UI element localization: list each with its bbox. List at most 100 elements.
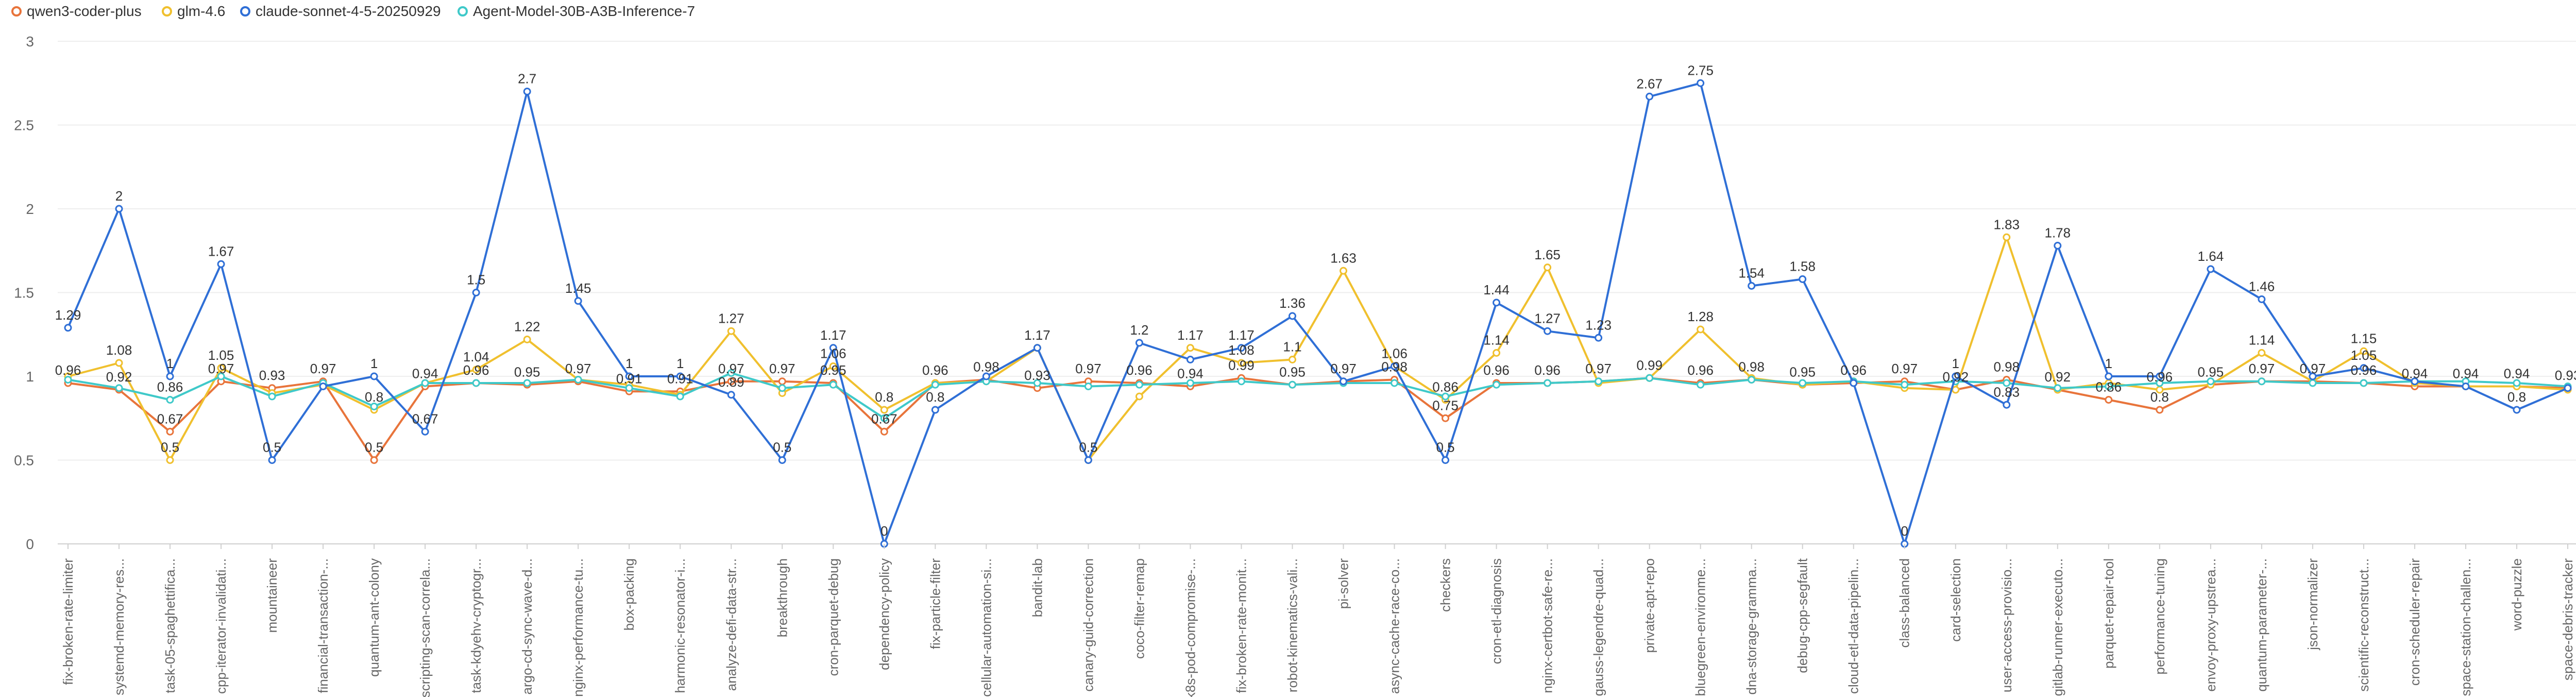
data-point[interactable] [64,376,72,384]
data-point[interactable] [982,372,990,380]
data-point[interactable] [1237,359,1245,367]
data-point[interactable] [1646,374,1654,382]
data-point[interactable] [2105,383,2113,390]
data-point[interactable] [370,456,378,464]
data-point[interactable] [1952,386,1960,394]
data-point[interactable] [1288,356,1296,363]
data-point[interactable] [2462,383,2470,390]
data-point[interactable] [931,406,939,414]
data-point[interactable] [1493,380,1501,389]
data-point[interactable] [778,384,786,392]
data-point[interactable] [1544,263,1552,272]
data-point[interactable] [115,359,123,367]
data-point[interactable] [1442,456,1450,464]
data-point[interactable] [166,456,174,464]
data-point[interactable] [625,384,633,392]
data-point[interactable] [2513,379,2521,387]
data-point[interactable] [2003,379,2011,387]
data-point[interactable] [2003,233,2011,241]
data-point[interactable] [2105,396,2113,404]
data-point[interactable] [1799,275,1807,283]
data-point[interactable] [727,369,735,377]
data-point[interactable] [1646,92,1654,101]
data-point[interactable] [64,324,72,332]
data-point[interactable] [166,396,174,404]
data-point[interactable] [1135,339,1143,347]
data-point[interactable] [829,380,837,389]
data-point[interactable] [1288,380,1296,389]
legend-item[interactable]: claude-sonnet-4-5-20250929 [240,3,441,19]
data-point[interactable] [676,372,684,380]
data-point[interactable] [1595,334,1603,342]
data-point[interactable] [1391,379,1399,387]
data-point[interactable] [217,372,225,380]
data-point[interactable] [2105,372,2113,380]
data-point[interactable] [2156,372,2164,380]
data-point[interactable] [115,384,123,392]
data-point[interactable] [574,297,582,305]
data-point[interactable] [1237,344,1245,352]
data-point[interactable] [2411,377,2419,386]
data-point[interactable] [1186,356,1194,363]
data-point[interactable] [2003,401,2011,409]
data-point[interactable] [1748,376,1756,384]
data-point[interactable] [166,427,174,436]
data-point[interactable] [268,392,276,401]
data-point[interactable] [1033,344,1041,352]
data-point[interactable] [1544,327,1552,335]
data-point[interactable] [2054,384,2062,392]
data-point[interactable] [727,327,735,335]
data-point[interactable] [1340,267,1348,275]
data-point[interactable] [880,427,888,436]
data-point[interactable] [217,260,225,268]
data-point[interactable] [1442,392,1450,401]
data-point[interactable] [523,336,531,343]
data-point[interactable] [472,289,480,296]
data-point[interactable] [523,379,531,387]
data-point[interactable] [1135,392,1143,401]
data-point[interactable] [217,364,225,372]
data-point[interactable] [115,205,123,213]
data-point[interactable] [2360,379,2368,387]
data-point[interactable] [880,406,888,414]
data-point[interactable] [370,403,378,410]
data-point[interactable] [1340,377,1348,386]
data-point[interactable] [421,379,429,387]
data-point[interactable] [1697,325,1705,334]
data-point[interactable] [2258,349,2266,357]
data-point[interactable] [625,372,633,380]
data-point[interactable] [1084,383,1092,390]
data-point[interactable] [727,377,735,386]
data-point[interactable] [1799,379,1807,387]
data-point[interactable] [1595,377,1603,386]
legend-item[interactable]: Agent-Model-30B-A3B-Inference-7 [457,3,695,19]
data-point[interactable] [523,88,531,95]
data-point[interactable] [1493,298,1501,307]
data-point[interactable] [1697,380,1705,389]
data-point[interactable] [778,377,786,386]
data-point[interactable] [1084,456,1092,464]
data-point[interactable] [2564,384,2572,392]
data-point[interactable] [2156,406,2164,414]
data-point[interactable] [166,372,174,380]
data-point[interactable] [1237,377,1245,386]
data-point[interactable] [2054,242,2062,250]
data-point[interactable] [1186,379,1194,387]
data-point[interactable] [1544,379,1552,387]
data-point[interactable] [2207,377,2215,386]
data-point[interactable] [931,380,939,389]
data-point[interactable] [829,362,837,370]
data-point[interactable] [319,383,327,390]
data-point[interactable] [472,379,480,387]
data-point[interactable] [1033,379,1041,387]
data-point[interactable] [880,414,888,422]
data-point[interactable] [1493,349,1501,357]
data-point[interactable] [1901,380,1909,389]
data-point[interactable] [1135,380,1143,389]
data-point[interactable] [1186,344,1194,352]
data-point[interactable] [421,427,429,436]
data-point[interactable] [727,391,735,399]
data-point[interactable] [2258,295,2266,303]
data-point[interactable] [1952,372,1960,380]
data-point[interactable] [1748,282,1756,290]
